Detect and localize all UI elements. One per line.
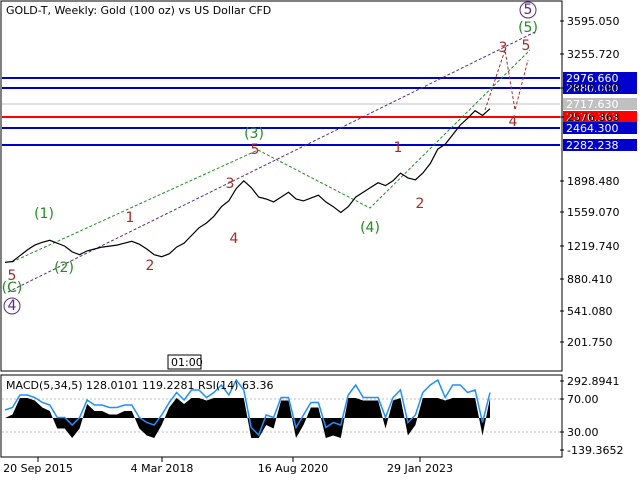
wave-label: 2 xyxy=(416,196,425,212)
ind-tick-label: 70.00 xyxy=(567,393,599,406)
wave-label: (1) xyxy=(34,206,54,222)
wave-label: (5) xyxy=(518,20,538,36)
wave-circle xyxy=(519,1,537,19)
level-price-box xyxy=(563,82,637,94)
x-tick-label: 4 Mar 2018 xyxy=(131,462,194,475)
level-price-box xyxy=(563,98,637,110)
y-tick-label: 880.410 xyxy=(567,273,613,286)
rsi-line xyxy=(4,378,491,437)
macd-histogram xyxy=(5,398,490,438)
wave-label: 2 xyxy=(146,258,155,274)
green-wave-line xyxy=(11,149,259,263)
price-series xyxy=(4,108,491,263)
wave-circle xyxy=(3,297,21,315)
y-tick-label: 201.750 xyxy=(567,336,613,349)
y-tick-label: 541.080 xyxy=(567,305,613,318)
wave-label: 1 xyxy=(394,140,403,156)
level-price-box xyxy=(563,122,637,134)
y-tick-label: 1219.740 xyxy=(567,240,620,253)
channel-upper-line xyxy=(7,31,536,293)
price-line xyxy=(4,108,491,263)
indicator-frame xyxy=(0,374,563,458)
x-axis: 20 Sep 2015 4 Mar 2018 16 Aug 2020 29 Jan 2… xyxy=(3,457,453,475)
wave-label: (2) xyxy=(54,260,74,276)
wave-label: 4 xyxy=(509,114,518,130)
wave-label: (C) xyxy=(2,280,23,296)
time-label-box xyxy=(167,354,202,370)
ind-tick-label: 292.8941 xyxy=(567,375,620,388)
y-tick-label: 3595.050 xyxy=(567,15,620,28)
wave-label: 5 xyxy=(522,38,531,54)
chart-title: GOLD-T, Weekly: Gold (100 oz) vs US Doll… xyxy=(6,4,271,17)
y-tick-label: 2917.390 xyxy=(567,82,620,95)
level-price-box xyxy=(563,139,637,151)
indicator-pane: 292.8941 70.00 30.00 -139.3652 xyxy=(2,375,623,457)
trend-lines xyxy=(7,31,536,293)
ind-tick-label: 30.00 xyxy=(567,426,599,439)
y-tick-label: 3255.720 xyxy=(567,48,620,61)
level-price-box xyxy=(563,111,637,123)
level-price-label: 2464.300 xyxy=(566,122,619,135)
wave-label: (4) xyxy=(360,220,380,236)
y-tick-label: 2576.363 xyxy=(567,111,620,124)
ind-tick-label: -139.3652 xyxy=(567,444,623,457)
wave-label: 5 xyxy=(8,268,17,284)
wave-label: 1 xyxy=(126,210,135,226)
x-tick-label: 29 Jan 2023 xyxy=(387,462,453,475)
level-price-box xyxy=(563,72,637,84)
level-price-label: 2282.238 xyxy=(566,139,619,152)
wave-label: 5 xyxy=(251,142,260,158)
time-label: 01:00 xyxy=(171,356,203,369)
wave-label: 4 xyxy=(230,231,239,247)
wave-label: 4 xyxy=(8,298,17,314)
y-axis: 3595.050 3255.720 2917.390 2576.363 1898.480… xyxy=(560,15,620,349)
x-tick-label: 20 Sep 2015 xyxy=(3,462,73,475)
x-tick-label: 16 Aug 2020 xyxy=(258,462,328,475)
wave-label: 5 xyxy=(524,2,533,18)
wave-label: 3 xyxy=(226,176,235,192)
y-tick-label: 1559.070 xyxy=(567,206,620,219)
level-price-label: 2880.000 xyxy=(566,82,619,95)
wave-label: (3) xyxy=(244,126,264,142)
level-price-label: 2976.660 xyxy=(566,72,619,85)
green-wave-line-2 xyxy=(257,49,531,209)
wave-label: 3 xyxy=(499,40,508,56)
level-price-label: 2717.630 xyxy=(566,98,619,111)
indicator-label: MACD(5,34,5) 128.0101 119.2281 RSI(14) 6… xyxy=(6,379,273,392)
red-projection-line xyxy=(484,49,529,111)
level-price-label: 2576.363 xyxy=(566,111,619,124)
main-chart-frame xyxy=(0,0,563,372)
y-tick-label: 1898.480 xyxy=(567,175,620,188)
